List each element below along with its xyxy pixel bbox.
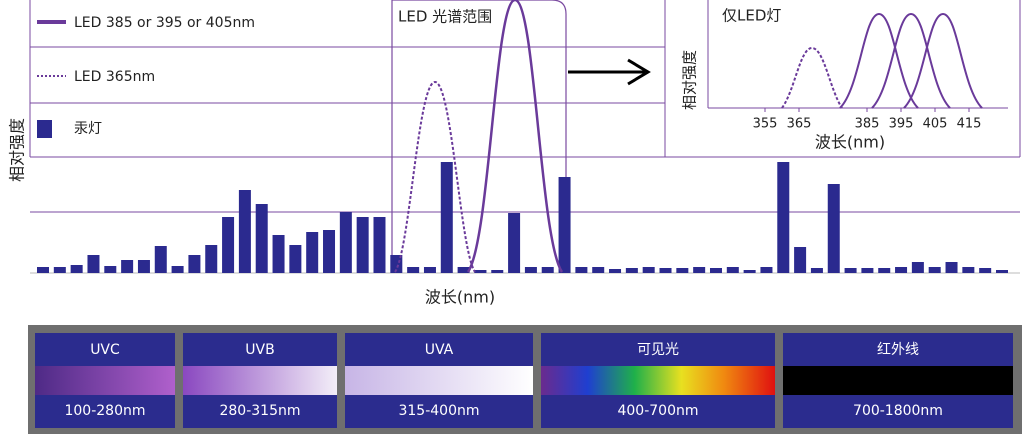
x-tick-label: 385 (855, 117, 880, 132)
bar (575, 267, 588, 273)
bar (777, 162, 790, 273)
bar (844, 268, 857, 273)
bar (676, 268, 689, 273)
legend-swatch (37, 120, 52, 138)
led-uva-curve (466, 0, 564, 273)
y-axis-label: 相对强度 (8, 118, 27, 182)
bar (558, 177, 571, 273)
bar (996, 270, 1008, 273)
bar (306, 232, 319, 273)
band-gradient (345, 366, 533, 395)
band-range: 280-315nm (219, 403, 300, 419)
bar (53, 267, 66, 273)
arrow (568, 58, 651, 86)
inset-y-label: 相对强度 (681, 50, 699, 110)
bar (188, 255, 201, 273)
band-range: 400-700nm (617, 403, 698, 419)
bar (659, 268, 672, 273)
bar (827, 184, 840, 273)
bar (726, 267, 739, 273)
bar (979, 268, 992, 273)
bar (474, 270, 487, 273)
bar (390, 255, 403, 273)
bar (87, 255, 100, 273)
bar (911, 262, 924, 273)
x-tick-label: 405 (923, 117, 948, 132)
band-gradient (541, 366, 775, 395)
bar (524, 267, 537, 273)
bar (440, 162, 453, 273)
band-name: UVB (245, 342, 274, 358)
bar (592, 267, 605, 273)
bar (760, 267, 773, 273)
bar (339, 212, 352, 273)
legend-label: LED 385 or 395 or 405nm (74, 15, 255, 31)
bar (289, 245, 302, 273)
bar (861, 268, 874, 273)
bar (137, 260, 150, 273)
bar (407, 267, 420, 273)
bar (491, 270, 504, 273)
band-name: UVA (425, 342, 454, 358)
bar (423, 267, 436, 273)
band-range: 700-1800nm (853, 403, 943, 419)
band-name: 红外线 (877, 342, 919, 358)
bar (794, 247, 807, 273)
x-tick-label: 415 (957, 117, 982, 132)
bar (104, 266, 117, 273)
bar (541, 267, 554, 273)
frame-lines (29, 0, 1021, 274)
bar (642, 267, 655, 273)
bar (222, 217, 235, 273)
bar (508, 213, 521, 273)
inset-title: 仅LED灯 (722, 7, 781, 25)
inset-curve (903, 12, 983, 109)
led-365-curve (394, 80, 476, 273)
bar (693, 267, 706, 273)
x-axis-label: 波长(nm) (425, 288, 495, 307)
band-name: 可见光 (637, 342, 679, 358)
bar (609, 269, 622, 273)
bar (121, 260, 134, 273)
led-range-label: LED 光谱范围 (398, 8, 492, 26)
x-tick-label: 395 (889, 117, 914, 132)
bar (154, 246, 167, 273)
inset-curve (839, 12, 919, 109)
bar (945, 262, 958, 273)
bar (373, 217, 386, 273)
inset-curve (781, 46, 843, 109)
band-gradient (35, 366, 175, 395)
bar (625, 268, 638, 273)
bar (272, 235, 285, 273)
bar (171, 266, 184, 273)
bar (895, 267, 908, 273)
bar (37, 267, 49, 273)
legend-label: 汞灯 (74, 121, 102, 137)
band-name: UVC (90, 342, 120, 358)
band-gradient (183, 366, 337, 395)
bar (323, 230, 336, 273)
led-range-box (391, 0, 567, 273)
bar (878, 268, 891, 273)
bar (238, 190, 251, 273)
bar (962, 267, 975, 273)
band-range: 315-400nm (398, 403, 479, 419)
bar (709, 268, 722, 273)
bar (255, 204, 268, 273)
bar (928, 267, 941, 273)
legend-label: LED 365nm (74, 69, 155, 85)
band-gradient (783, 366, 1013, 395)
bar (743, 270, 756, 273)
inset-x-label: 波长(nm) (815, 133, 885, 152)
bar (70, 265, 83, 273)
x-tick-label: 355 (753, 117, 778, 132)
inset-curve (871, 12, 951, 109)
bar (356, 217, 369, 273)
bar (457, 267, 470, 273)
bar (810, 268, 823, 273)
x-tick-label: 365 (787, 117, 812, 132)
band-range: 100-280nm (64, 403, 145, 419)
bar (205, 245, 218, 273)
